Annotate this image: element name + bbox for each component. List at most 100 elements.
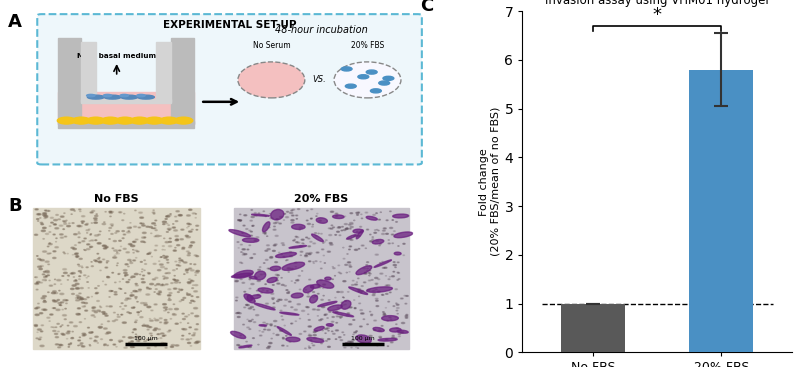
Circle shape: [144, 237, 146, 238]
FancyBboxPatch shape: [38, 14, 422, 164]
Ellipse shape: [334, 62, 401, 98]
Circle shape: [138, 341, 140, 342]
Circle shape: [265, 326, 266, 327]
Circle shape: [186, 269, 189, 270]
Circle shape: [39, 268, 42, 270]
Circle shape: [89, 332, 93, 333]
Circle shape: [75, 256, 79, 257]
Circle shape: [173, 270, 175, 271]
Circle shape: [313, 297, 314, 298]
Circle shape: [246, 341, 247, 342]
Circle shape: [180, 239, 183, 240]
Circle shape: [135, 239, 138, 240]
Y-axis label: Fold change
(20% FBS/mean of no FBS): Fold change (20% FBS/mean of no FBS): [478, 107, 500, 257]
Circle shape: [100, 270, 101, 271]
Circle shape: [142, 281, 146, 283]
Circle shape: [174, 308, 178, 310]
Circle shape: [294, 309, 298, 310]
Circle shape: [406, 317, 408, 318]
Circle shape: [395, 267, 396, 268]
Circle shape: [121, 246, 122, 247]
Circle shape: [59, 290, 60, 291]
Circle shape: [111, 225, 113, 226]
Circle shape: [48, 243, 52, 245]
Circle shape: [196, 256, 198, 257]
Ellipse shape: [242, 238, 259, 242]
Circle shape: [176, 239, 178, 240]
Circle shape: [312, 226, 314, 227]
Circle shape: [286, 335, 287, 336]
Circle shape: [365, 212, 368, 213]
Circle shape: [138, 212, 142, 213]
Circle shape: [279, 223, 282, 224]
Circle shape: [122, 230, 125, 232]
Circle shape: [378, 219, 380, 220]
Circle shape: [142, 275, 145, 276]
Circle shape: [366, 229, 369, 230]
Circle shape: [110, 224, 114, 225]
Circle shape: [305, 255, 307, 256]
Circle shape: [338, 265, 339, 266]
Circle shape: [182, 335, 184, 336]
Circle shape: [350, 266, 352, 267]
Circle shape: [104, 313, 107, 314]
Circle shape: [166, 309, 167, 310]
Circle shape: [159, 318, 162, 319]
Circle shape: [373, 293, 375, 294]
Circle shape: [98, 234, 100, 235]
Circle shape: [55, 247, 58, 248]
Circle shape: [375, 298, 378, 299]
Circle shape: [59, 234, 63, 235]
Circle shape: [181, 260, 183, 261]
Ellipse shape: [311, 234, 323, 241]
Circle shape: [47, 253, 50, 254]
Circle shape: [302, 310, 305, 312]
Circle shape: [148, 273, 150, 274]
Circle shape: [123, 248, 126, 250]
Ellipse shape: [366, 216, 378, 220]
Circle shape: [94, 260, 97, 261]
Circle shape: [154, 304, 157, 305]
Circle shape: [244, 291, 246, 292]
Circle shape: [291, 268, 294, 269]
Circle shape: [309, 335, 312, 336]
Circle shape: [35, 314, 39, 316]
Circle shape: [249, 329, 250, 330]
Circle shape: [270, 257, 273, 258]
Circle shape: [390, 292, 391, 293]
Circle shape: [74, 326, 78, 327]
Circle shape: [189, 333, 190, 334]
Circle shape: [85, 310, 88, 311]
Circle shape: [175, 261, 177, 262]
Circle shape: [350, 246, 351, 247]
Circle shape: [151, 338, 153, 339]
Circle shape: [191, 313, 194, 314]
Circle shape: [265, 250, 268, 251]
Circle shape: [256, 237, 259, 238]
Circle shape: [105, 315, 108, 316]
Circle shape: [390, 227, 393, 229]
Circle shape: [164, 310, 166, 311]
Circle shape: [309, 254, 311, 255]
Circle shape: [97, 310, 100, 311]
Circle shape: [240, 279, 242, 280]
Circle shape: [285, 299, 287, 300]
Circle shape: [173, 279, 175, 280]
Circle shape: [388, 243, 390, 244]
Circle shape: [189, 327, 191, 328]
Circle shape: [247, 249, 249, 250]
Circle shape: [102, 312, 105, 313]
Circle shape: [53, 291, 56, 292]
Circle shape: [150, 333, 152, 334]
Ellipse shape: [292, 224, 305, 229]
Circle shape: [248, 346, 251, 348]
Circle shape: [36, 338, 38, 339]
Circle shape: [318, 287, 321, 288]
Circle shape: [82, 333, 86, 334]
Circle shape: [80, 297, 83, 298]
Circle shape: [72, 223, 74, 224]
Circle shape: [383, 313, 386, 314]
Circle shape: [125, 299, 127, 301]
Circle shape: [351, 284, 354, 286]
Circle shape: [275, 274, 278, 275]
